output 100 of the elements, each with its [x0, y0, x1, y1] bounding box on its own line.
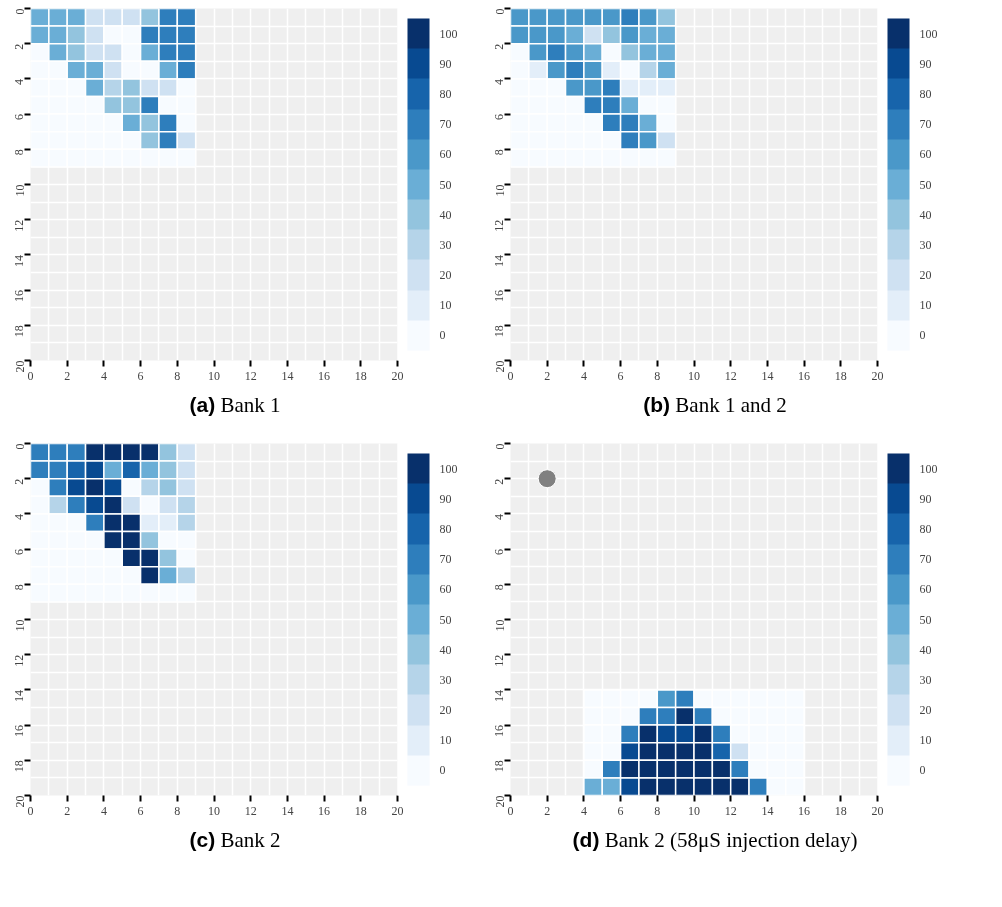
color-bar-label: 10: [439, 298, 452, 313]
y-tick-label: 6: [492, 114, 507, 121]
color-bar-label: 70: [439, 117, 452, 132]
color-bar-label: 40: [919, 642, 932, 657]
x-tick-label: 20: [391, 803, 404, 818]
text: (c) Bank 2: [188, 827, 282, 854]
text: (b) Bank 1 and 2: [642, 392, 788, 419]
color-bar-label: 50: [919, 177, 932, 192]
color-bar-label: 40: [439, 642, 452, 657]
x-tick-label: 20: [871, 803, 884, 818]
color-bar-label: 60: [919, 582, 932, 597]
y-tick-label: 4: [492, 513, 507, 520]
color-bar-label: 30: [439, 237, 452, 252]
x-tick-label: 6: [137, 803, 144, 818]
color-bar-label: 0: [919, 763, 926, 778]
y-tick-label: 10: [492, 619, 507, 632]
color-bar-label: 60: [919, 147, 932, 162]
x-tick-label: 6: [617, 368, 624, 383]
y-tick-label: 12: [12, 654, 27, 667]
color-bar-label: 10: [439, 733, 452, 748]
x-tick-label: 12: [244, 803, 257, 818]
x-tick-label: 14: [761, 803, 774, 818]
x-tick-label: 16: [798, 803, 811, 818]
y-tick-label: 8: [12, 584, 27, 591]
y-tick-label: 14: [12, 254, 27, 267]
color-bar-label: 80: [919, 86, 932, 101]
x-tick-label: 16: [318, 368, 331, 383]
x-tick-label: 14: [761, 368, 774, 383]
x-tick-label: 18: [834, 368, 847, 383]
color-bar-label: 70: [919, 117, 932, 132]
color-bar-label: 0: [439, 763, 446, 778]
x-tick-label: 20: [391, 368, 404, 383]
y-tick-label: 6: [492, 549, 507, 556]
color-bar-label: 80: [439, 86, 452, 101]
y-tick-label: 12: [492, 654, 507, 667]
x-tick-label: 18: [354, 803, 367, 818]
y-tick-label: 0: [492, 443, 507, 450]
color-bar-label: 70: [439, 552, 452, 567]
x-tick-label: 2: [544, 368, 551, 383]
color-bar-label: 0: [439, 328, 446, 343]
x-tick-label: 8: [654, 803, 661, 818]
y-tick-label: 10: [12, 184, 27, 197]
y-tick-label: 16: [492, 725, 507, 738]
y-tick-label: 2: [492, 478, 507, 485]
x-tick-label: 14: [281, 368, 294, 383]
y-tick-label: 14: [492, 254, 507, 267]
y-tick-label: 0: [492, 8, 507, 15]
color-bar-label: 40: [439, 207, 452, 222]
x-tick-label: 2: [544, 803, 551, 818]
y-tick-label: 2: [12, 43, 27, 50]
color-bar-label: 90: [919, 491, 932, 506]
color-bar-label: 80: [919, 521, 932, 536]
y-tick-label: 6: [12, 549, 27, 556]
y-tick-label: 10: [12, 619, 27, 632]
x-tick-label: 18: [354, 368, 367, 383]
color-bar-label: 20: [919, 703, 932, 718]
y-tick-label: 14: [12, 689, 27, 702]
x-tick-label: 4: [580, 803, 587, 818]
y-tick-label: 20: [12, 360, 27, 373]
x-tick-label: 4: [100, 368, 107, 383]
x-tick-label: 20: [871, 368, 884, 383]
color-bar-label: 50: [439, 612, 452, 627]
color-bar-label: 20: [439, 268, 452, 283]
x-tick-label: 6: [617, 803, 624, 818]
y-tick-label: 16: [492, 290, 507, 303]
y-tick-label: 0: [12, 443, 27, 450]
x-tick-label: 16: [798, 368, 811, 383]
x-tick-label: 8: [174, 803, 181, 818]
y-tick-label: 8: [12, 149, 27, 156]
x-tick-label: 16: [318, 803, 331, 818]
y-tick-label: 14: [492, 689, 507, 702]
y-tick-label: 20: [492, 360, 507, 373]
x-tick-label: 6: [137, 368, 144, 383]
color-bar-label: 0: [919, 328, 926, 343]
color-bar-label: 90: [439, 491, 452, 506]
x-tick-label: 8: [174, 368, 181, 383]
color-bar-label: 90: [439, 56, 452, 71]
y-tick-label: 8: [492, 149, 507, 156]
y-tick-label: 20: [492, 795, 507, 808]
color-bar-label: 30: [439, 672, 452, 687]
color-bar-label: 40: [919, 207, 932, 222]
x-tick-label: 4: [580, 368, 587, 383]
x-tick-label: 12: [724, 803, 737, 818]
text: (a) Bank 1: [188, 392, 282, 419]
color-bar-label: 30: [919, 672, 932, 687]
text: (d) Bank 2 (58μS injection delay): [571, 827, 859, 854]
y-tick-label: 16: [12, 290, 27, 303]
color-bar-label: 30: [919, 237, 932, 252]
color-bar-label: 70: [919, 552, 932, 567]
color-bar-label: 100: [919, 26, 938, 41]
color-bar-label: 80: [439, 521, 452, 536]
x-tick-label: 2: [64, 368, 71, 383]
x-tick-label: 18: [834, 803, 847, 818]
y-tick-label: 12: [492, 219, 507, 232]
y-tick-label: 4: [12, 78, 27, 85]
y-tick-label: 4: [12, 513, 27, 520]
color-bar-label: 50: [919, 612, 932, 627]
color-bar-label: 50: [439, 177, 452, 192]
y-tick-label: 2: [12, 478, 27, 485]
x-tick-label: 2: [64, 803, 71, 818]
